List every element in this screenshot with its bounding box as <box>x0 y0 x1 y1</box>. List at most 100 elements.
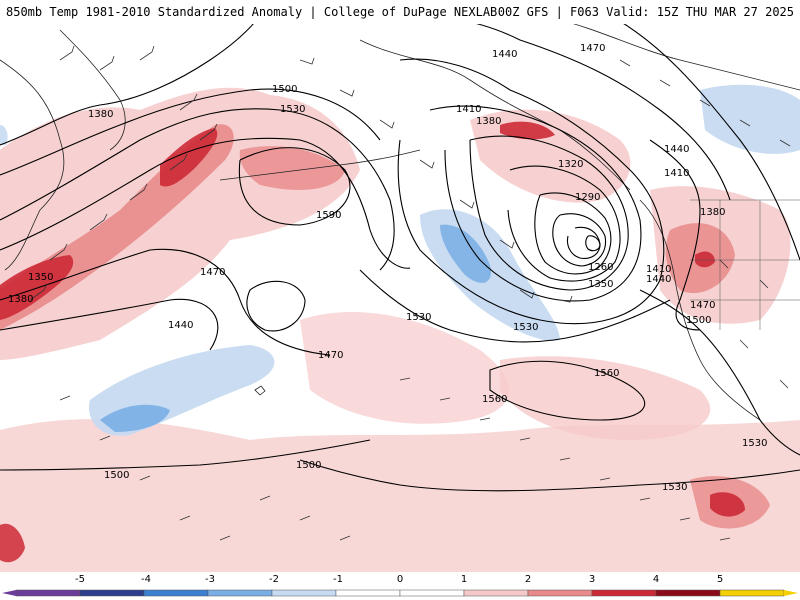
colorbar-segments <box>2 589 798 597</box>
anomaly-strong-warm-sw-corner <box>0 523 25 563</box>
contour-label: 1380 <box>88 109 113 120</box>
contour-label: 1560 <box>594 368 619 379</box>
coastline-canada <box>559 19 800 91</box>
anomaly-light-warm-central <box>300 311 509 424</box>
colorbar-segment <box>15 589 81 597</box>
contour-line <box>238 147 351 226</box>
colorbar-low-arrow <box>2 590 16 596</box>
colorbar-segment <box>719 589 785 597</box>
colorbar-high-arrow <box>784 590 798 596</box>
contour-label: 1530 <box>662 482 687 493</box>
wind-barb <box>59 395 351 541</box>
contour-label: 1290 <box>575 192 600 203</box>
contour-label: 1500 <box>296 460 321 471</box>
contour-line <box>534 192 612 275</box>
model-run-info: 00Z GFS | F063 Valid: 15Z THU MAR 27 202… <box>497 5 794 19</box>
colorbar-segment <box>399 589 465 597</box>
contour-label: 1560 <box>482 394 507 405</box>
colorbar-tick: 0 <box>396 574 404 585</box>
anomaly-strong-warm-gulf <box>500 121 555 140</box>
colorbar-strip <box>2 589 798 597</box>
contour-line <box>507 165 621 282</box>
contour-label: 1350 <box>588 279 613 290</box>
colorbar-segment <box>463 589 529 597</box>
anomaly-strong-warm-jet <box>160 128 218 187</box>
contour-line <box>359 269 671 343</box>
contour-line <box>639 289 800 456</box>
contour-label: 1500 <box>272 84 297 95</box>
height-contours <box>0 0 800 492</box>
state-borders <box>690 199 800 330</box>
colorbar-segment <box>335 589 401 597</box>
contour-label: 1440 <box>168 320 193 331</box>
colorbar-segment <box>527 589 593 597</box>
contour-line <box>585 235 601 252</box>
colorbar-tick: -2 <box>269 574 279 585</box>
contour-line <box>0 298 219 351</box>
map-title: 850mb Temp 1981-2010 Standardized Anomal… <box>6 5 498 19</box>
colorbar-tick: -5 <box>75 574 85 585</box>
contour-line <box>599 9 800 261</box>
anomaly-medium-warm-ridge <box>239 146 345 190</box>
colorbar-segment <box>143 589 209 597</box>
island-hawaii <box>254 385 266 396</box>
contour-line <box>429 105 642 302</box>
contour-line <box>0 248 331 356</box>
colorbar-segment <box>271 589 337 597</box>
contour-label: 1410 <box>664 168 689 179</box>
contour-label: 1380 <box>700 207 725 218</box>
contour-label: 1350 <box>28 272 53 283</box>
coastline-asia <box>0 59 65 271</box>
contour-line <box>566 226 601 259</box>
contour-label: 1470 <box>690 300 715 311</box>
contour-label: 1410 <box>456 104 481 115</box>
contour-label: 1500 <box>104 470 129 481</box>
anomaly-medium-cold-trough <box>440 224 491 283</box>
anomaly-light-cold-ne <box>700 84 800 154</box>
colorbar: -5 -4 -3 -2 -1 0 1 2 3 4 5 <box>0 572 800 600</box>
colorbar-segment <box>655 589 721 597</box>
anomaly-medium-cold-central <box>100 404 170 432</box>
colorbar-tick: -1 <box>333 574 343 585</box>
contour-label: 1440 <box>664 144 689 155</box>
title-bar: 850mb Temp 1981-2010 Standardized Anomal… <box>0 0 800 24</box>
colorbar-tick: 5 <box>716 574 724 585</box>
contour-line <box>0 439 371 471</box>
contour-label: 1470 <box>200 267 225 278</box>
colorbar-tick: 3 <box>588 574 596 585</box>
contour-line <box>246 280 306 332</box>
colorbar-tick: -3 <box>205 574 215 585</box>
anomaly-light-cold-nw <box>0 125 8 145</box>
contour-label: 1530 <box>280 104 305 115</box>
contour-line <box>469 135 629 291</box>
contour-line <box>489 360 646 421</box>
contour-label: 1530 <box>742 438 767 449</box>
colorbar-segment <box>79 589 145 597</box>
contour-line <box>552 213 607 267</box>
contour-line <box>649 139 701 331</box>
anomaly-strong-warm-coast <box>695 251 715 268</box>
wind-barb <box>299 57 573 303</box>
wind-barb <box>619 59 791 389</box>
contour-line <box>0 137 411 269</box>
anomaly-shading <box>0 84 800 572</box>
contour-line <box>299 459 800 492</box>
contour-label: 1440 <box>492 49 517 60</box>
contour-line <box>0 88 381 176</box>
wind-barb <box>29 45 218 301</box>
contour-label: 1530 <box>406 312 431 323</box>
contour-label: 1440 <box>646 274 671 285</box>
colorbar-tick: -4 <box>141 574 151 585</box>
contour-label: 1260 <box>588 262 613 273</box>
colorbar-tick: 4 <box>652 574 660 585</box>
contour-label: 1500 <box>686 315 711 326</box>
coastline-kamchatka <box>59 29 126 151</box>
anomaly-strong-warm-sw <box>0 255 74 320</box>
contour-line <box>397 58 665 325</box>
wind-barbs <box>29 45 791 541</box>
contour-label: 1470 <box>580 43 605 54</box>
colorbar-tick: 1 <box>460 574 468 585</box>
contour-label: 1470 <box>318 350 343 361</box>
